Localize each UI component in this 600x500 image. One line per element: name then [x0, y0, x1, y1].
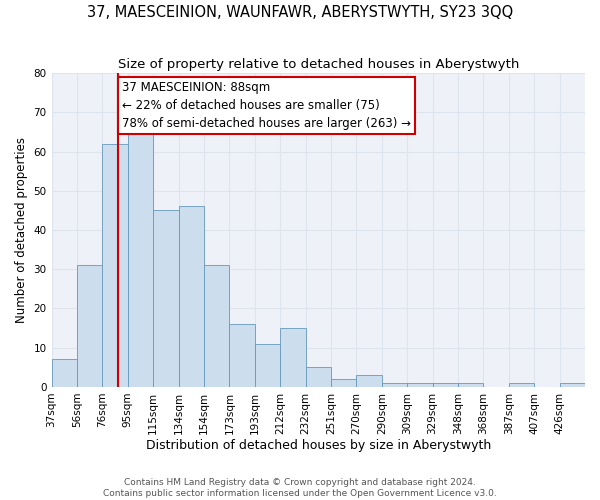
Text: 37 MAESCEINION: 88sqm
← 22% of detached houses are smaller (75)
78% of semi-deta: 37 MAESCEINION: 88sqm ← 22% of detached … [122, 81, 411, 130]
Bar [407, 383, 433, 387]
Y-axis label: Number of detached properties: Number of detached properties [15, 137, 28, 323]
Bar [229, 324, 255, 387]
Bar [382, 383, 407, 387]
Bar [280, 328, 305, 387]
Bar [509, 383, 534, 387]
Bar [77, 266, 103, 387]
Text: Contains HM Land Registry data © Crown copyright and database right 2024.
Contai: Contains HM Land Registry data © Crown c… [103, 478, 497, 498]
Bar [331, 379, 356, 387]
Bar [433, 383, 458, 387]
Bar [560, 383, 585, 387]
Bar [128, 132, 153, 387]
X-axis label: Distribution of detached houses by size in Aberystwyth: Distribution of detached houses by size … [146, 440, 491, 452]
Bar [305, 368, 331, 387]
Bar [356, 375, 382, 387]
Bar [103, 144, 128, 387]
Bar [52, 360, 77, 387]
Bar [255, 344, 280, 387]
Text: 37, MAESCEINION, WAUNFAWR, ABERYSTWYTH, SY23 3QQ: 37, MAESCEINION, WAUNFAWR, ABERYSTWYTH, … [87, 5, 513, 20]
Title: Size of property relative to detached houses in Aberystwyth: Size of property relative to detached ho… [118, 58, 519, 70]
Bar [458, 383, 484, 387]
Bar [179, 206, 204, 387]
Bar [204, 266, 229, 387]
Bar [153, 210, 179, 387]
